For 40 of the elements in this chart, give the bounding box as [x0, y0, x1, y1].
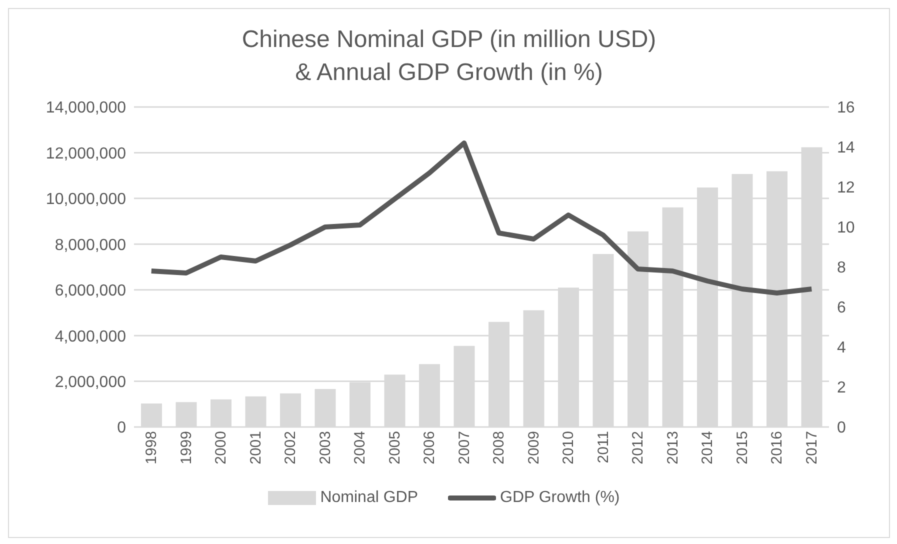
x-tick-label: 2014	[699, 431, 716, 464]
y2-tick-label: 14	[837, 140, 855, 157]
x-tick-label: 2002	[282, 431, 300, 464]
x-tick-label: 2009	[525, 431, 542, 464]
chart-title: Chinese Nominal GDP (in million USD) & Annual GDP Growth (in %)	[240, 25, 658, 88]
x-tick-label: 2017	[803, 431, 820, 464]
x-tick-label: 2005	[386, 431, 404, 464]
y2-tick-label: 0	[837, 420, 846, 437]
y-tick-label: 10,000,000	[46, 191, 126, 208]
y2-tick-label: 12	[837, 180, 855, 197]
x-tick-label: 2001	[247, 431, 264, 464]
y-tick-label: 8,000,000	[54, 236, 126, 254]
y-tick-label: 12,000,000	[46, 145, 126, 162]
y2-tick-label: 16	[837, 100, 855, 117]
y-tick-label: 0	[117, 420, 126, 437]
y2-tick-label: 8	[837, 260, 846, 277]
y2-tick-label: 4	[837, 340, 846, 357]
y2-tick-label: 6	[837, 300, 846, 317]
y2-tick-label: 10	[837, 220, 855, 237]
y-tick-label: 2,000,000	[54, 374, 126, 391]
y-tick-label: 4,000,000	[54, 328, 126, 346]
x-tick-label: 2003	[316, 431, 334, 464]
legend-label: Nominal GDP	[320, 489, 418, 507]
x-tick-label: 2011	[594, 431, 612, 464]
y2-tick-label: 2	[837, 380, 846, 397]
legend-label: GDP Growth (%)	[500, 489, 620, 507]
x-tick-label: 2010	[560, 431, 578, 464]
x-tick-label: 1999	[178, 431, 195, 464]
x-tick-label: 2000	[212, 431, 230, 464]
x-tick-label: 2006	[421, 431, 438, 464]
x-tick-label: 2007	[456, 431, 473, 464]
y-tick-label: 6,000,000	[54, 282, 126, 300]
y-tick-label: 14,000,000	[46, 100, 126, 117]
x-tick-label: 2008	[490, 431, 508, 464]
x-tick-label: 2004	[352, 431, 369, 464]
x-tick-label: 2016	[768, 431, 786, 464]
x-tick-label: 2012	[630, 431, 647, 464]
x-tick-label: 2015	[734, 431, 751, 464]
x-tick-label: 2013	[664, 431, 682, 464]
x-tick-label: 1998	[143, 431, 160, 464]
